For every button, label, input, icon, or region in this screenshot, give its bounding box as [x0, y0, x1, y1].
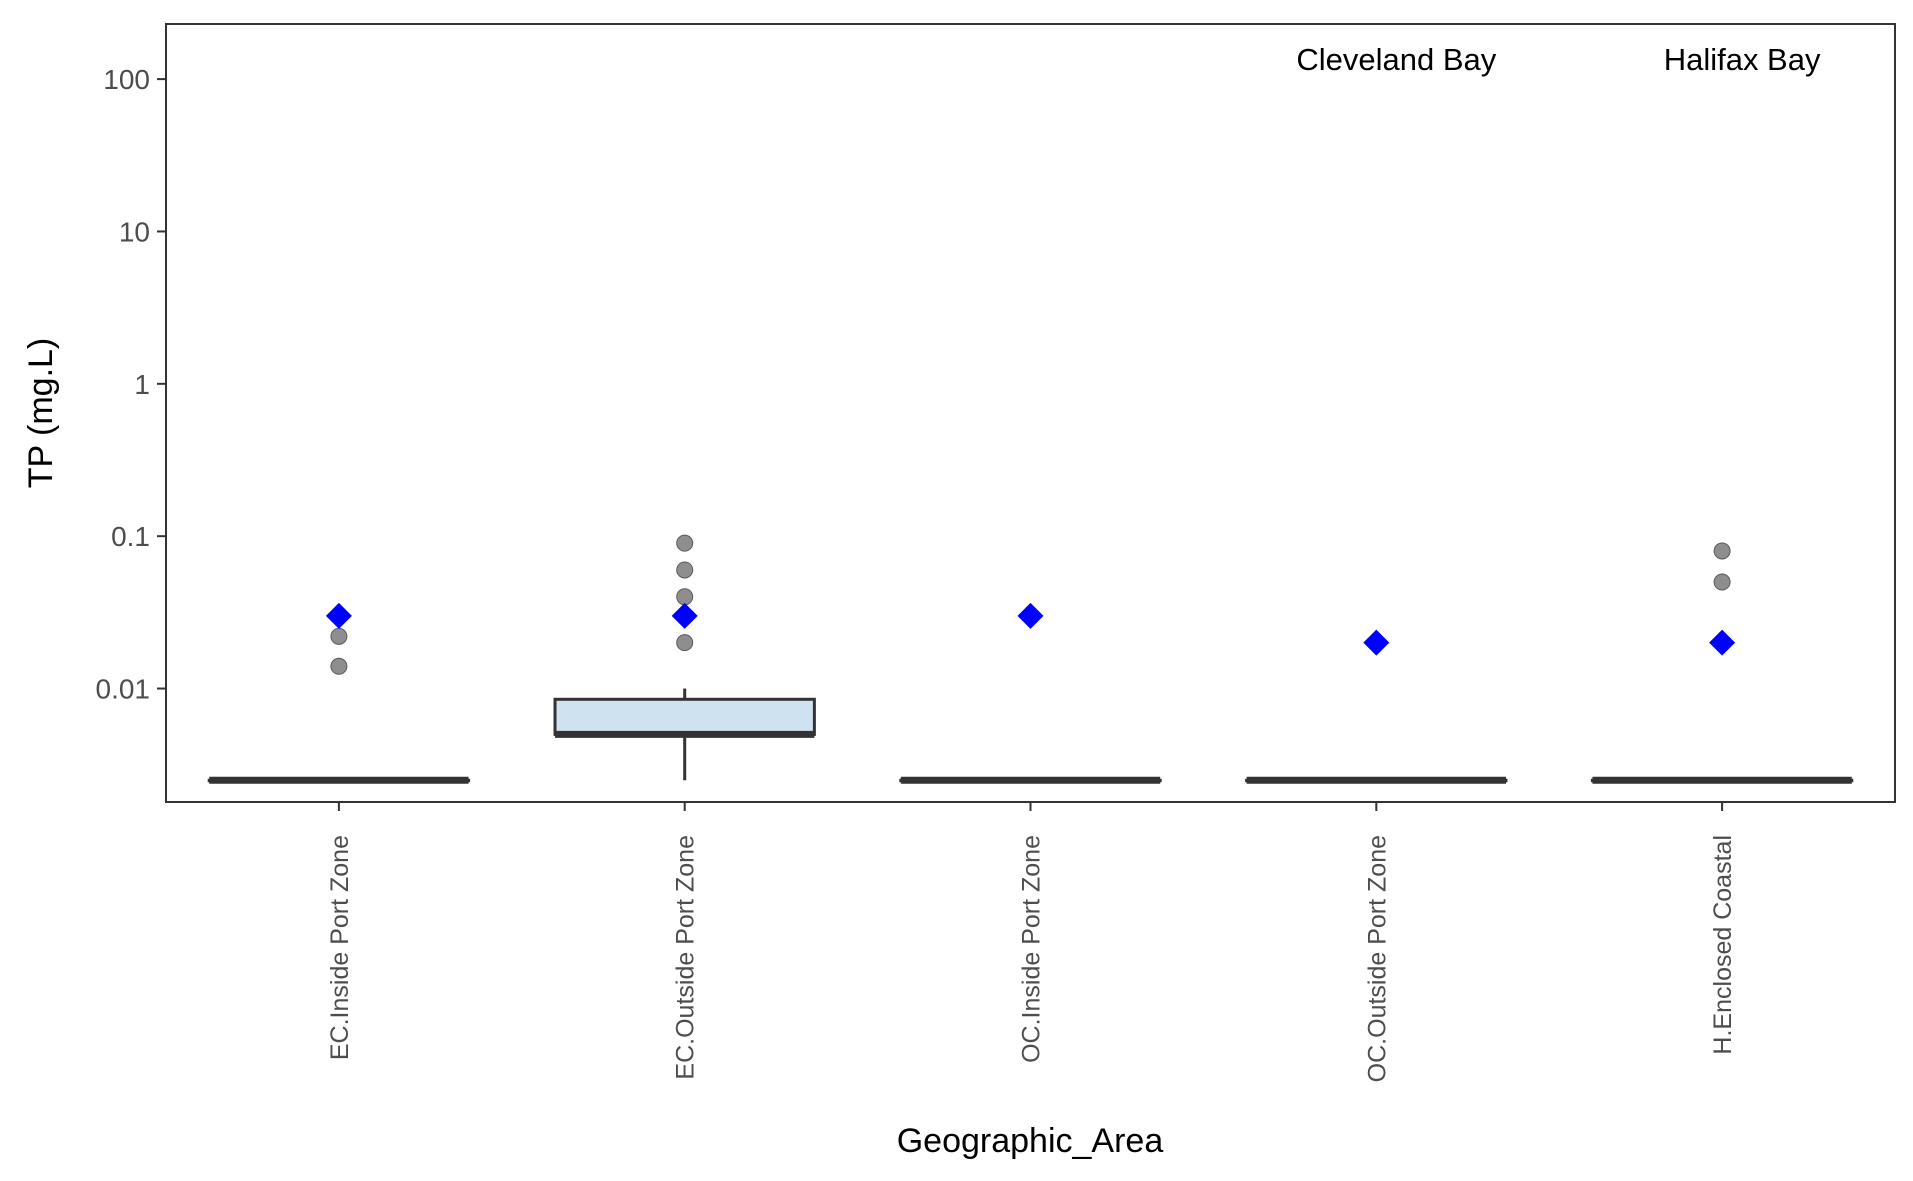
x-tick-label: EC.Inside Port Zone: [326, 835, 354, 1060]
box: [553, 697, 816, 736]
outlier-point: [676, 561, 694, 579]
panel-annotation: Cleveland Bay: [1296, 42, 1496, 77]
x-tick-label: EC.Outside Port Zone: [672, 835, 700, 1080]
y-axis-title: TP (mg.L): [22, 338, 60, 489]
y-tick-label: 0.01: [96, 674, 151, 705]
y-tick-label: 10: [119, 216, 150, 247]
chart-annotations: Cleveland Bay Halifax Bay: [1296, 42, 1821, 77]
x-tick-label: H.Enclosed Coastal: [1709, 835, 1737, 1055]
reference-point: [1709, 629, 1736, 656]
outlier-point: [1713, 573, 1731, 591]
reference-point: [1017, 602, 1044, 629]
reference-point: [325, 602, 352, 629]
x-tick-label: OC.Outside Port Zone: [1363, 835, 1391, 1082]
plot-panel: [165, 23, 1896, 803]
y-tick-label: 0.1: [111, 521, 150, 552]
y-tick-label: 1: [134, 369, 150, 400]
y-axis: 0.01 0.1 1 10 100: [96, 64, 166, 705]
outlier-point: [1713, 542, 1731, 560]
x-axis: EC.Inside Port Zone EC.Outside Port Zone O…: [326, 802, 1737, 1082]
outlier-point: [676, 634, 694, 652]
reference-point: [671, 602, 698, 629]
outlier-point: [330, 627, 348, 645]
x-axis-title: Geographic_Area: [897, 1122, 1164, 1160]
reference-point: [1363, 629, 1390, 656]
x-tick-label: OC.Inside Port Zone: [1018, 835, 1046, 1063]
y-tick-label: 100: [103, 64, 150, 95]
panel-annotation: Halifax Bay: [1664, 42, 1821, 77]
outlier-point: [330, 657, 348, 675]
chart-marks: [207, 534, 1854, 784]
outlier-point: [676, 588, 694, 606]
outlier-point: [676, 534, 694, 552]
